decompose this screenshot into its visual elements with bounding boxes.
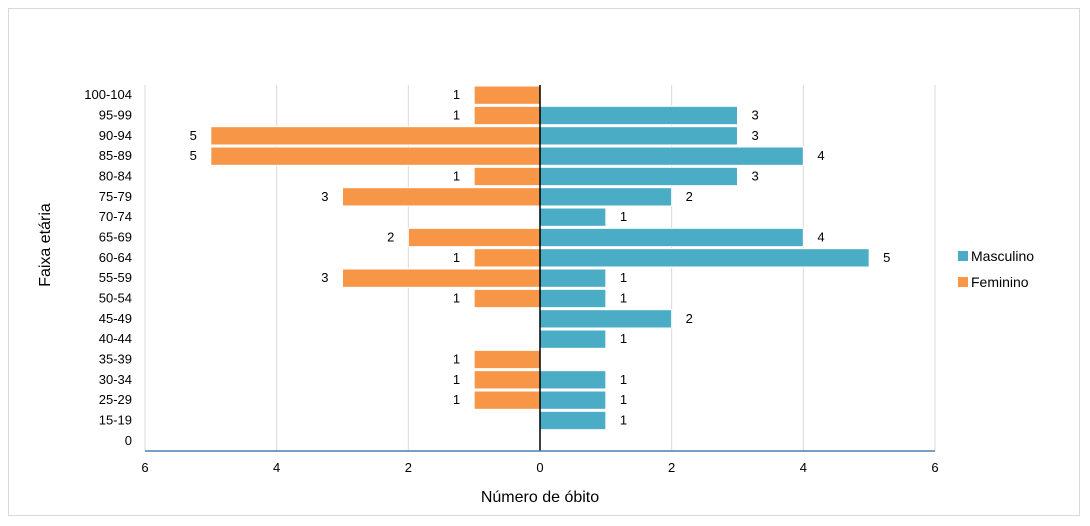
y-tick-label: 80-84 bbox=[99, 169, 132, 184]
y-tick-label: 50-54 bbox=[99, 291, 132, 306]
y-tick-label: 35-39 bbox=[99, 352, 132, 367]
data-labels: 1 1 1 1 1 1 1 2 1 1 1 3 5 1 4 2 1 2 3 3 1 4 5 3 5 3 1 1 bbox=[190, 87, 891, 427]
data-label-feminino-65-69: 2 bbox=[387, 230, 394, 245]
bar-feminino-100-104 bbox=[473, 85, 541, 105]
bar-masculino-80-84 bbox=[539, 166, 738, 187]
bar-masculino-45-49 bbox=[539, 309, 673, 329]
data-label-feminino-60-64: 1 bbox=[453, 250, 460, 265]
gridlines bbox=[144, 85, 936, 451]
data-label-feminino-25-29: 1 bbox=[453, 392, 460, 407]
data-label-feminino-100-104: 1 bbox=[453, 87, 460, 102]
bar-masculino-65-69 bbox=[539, 227, 804, 248]
data-label-masculino-50-54: 1 bbox=[620, 291, 627, 306]
data-label-masculino-75-79: 2 bbox=[686, 189, 693, 204]
data-label-feminino-75-79: 3 bbox=[321, 189, 328, 204]
data-label-feminino-85-89: 5 bbox=[190, 148, 197, 163]
bar-masculino-90-94 bbox=[539, 126, 738, 146]
data-label-masculino-90-94: 3 bbox=[752, 128, 759, 143]
bar-masculino-40-44 bbox=[539, 329, 607, 349]
bar-masculino-60-64 bbox=[539, 248, 870, 268]
bar-masculino-95-99 bbox=[539, 105, 738, 126]
x-axis-title: Número de óbito bbox=[481, 489, 599, 506]
data-label-masculino-70-74: 1 bbox=[620, 209, 627, 224]
legend-swatch-feminino bbox=[958, 277, 968, 287]
x-tick-label: 6 bbox=[141, 460, 148, 475]
data-label-masculino-60-64: 5 bbox=[883, 250, 890, 265]
bar-masculino-85-89 bbox=[539, 146, 804, 166]
data-label-feminino-55-59: 3 bbox=[321, 270, 328, 285]
data-label-feminino-50-54: 1 bbox=[453, 291, 460, 306]
y-tick-label: 75-79 bbox=[99, 189, 132, 204]
y-tick-label: 65-69 bbox=[99, 230, 132, 245]
bar-masculino-75-79 bbox=[539, 187, 673, 207]
bar-feminino-65-69 bbox=[407, 227, 541, 248]
y-tick-label: 55-59 bbox=[99, 270, 132, 285]
y-tick-label: 100-104 bbox=[84, 87, 132, 102]
data-label-masculino-40-44: 1 bbox=[620, 331, 627, 346]
y-tick-label: 15-19 bbox=[99, 413, 132, 428]
data-label-masculino-30-34: 1 bbox=[620, 372, 627, 387]
y-tick-label: 95-99 bbox=[99, 108, 132, 123]
y-tick-label: 30-34 bbox=[99, 372, 132, 387]
y-axis-title: Faixa etária bbox=[37, 203, 54, 287]
x-tick-label: 6 bbox=[931, 460, 938, 475]
bar-masculino-70-74 bbox=[539, 207, 607, 227]
axes: 6 4 2 0 2 4 6015-1925-2930-3435-3940-4445-4950… bbox=[84, 85, 939, 475]
bar-masculino-55-59 bbox=[539, 268, 607, 288]
data-label-masculino-55-59: 1 bbox=[620, 270, 627, 285]
legend: Masculino Feminino bbox=[958, 248, 1034, 290]
y-tick-label: 85-89 bbox=[99, 148, 132, 163]
data-label-feminino-95-99: 1 bbox=[453, 108, 460, 123]
y-tick-label: 25-29 bbox=[99, 392, 132, 407]
data-label-masculino-80-84: 3 bbox=[752, 169, 759, 184]
y-tick-label: 0 bbox=[125, 433, 132, 448]
y-tick-label: 60-64 bbox=[99, 250, 132, 265]
legend-swatch-masculino bbox=[958, 251, 968, 261]
y-tick-label: 45-49 bbox=[99, 311, 132, 326]
data-label-masculino-25-29: 1 bbox=[620, 392, 627, 407]
x-tick-label: 2 bbox=[668, 460, 675, 475]
bar-feminino-60-64 bbox=[473, 248, 541, 268]
data-label-masculino-15-19: 1 bbox=[620, 413, 627, 428]
bar-feminino-50-54 bbox=[473, 288, 541, 309]
x-tick-label: 4 bbox=[800, 460, 807, 475]
bar-masculino-50-54 bbox=[539, 288, 607, 309]
bar-feminino-85-89 bbox=[210, 146, 541, 166]
x-tick-label: 0 bbox=[536, 460, 543, 475]
data-label-feminino-90-94: 5 bbox=[190, 128, 197, 143]
bar-feminino-80-84 bbox=[473, 166, 541, 187]
bar-feminino-75-79 bbox=[342, 187, 541, 207]
bar-feminino-55-59 bbox=[342, 268, 541, 288]
bar-feminino-30-34 bbox=[473, 370, 541, 390]
x-tick-label: 2 bbox=[405, 460, 412, 475]
bar-feminino-25-29 bbox=[473, 390, 541, 410]
x-tick-label: 4 bbox=[273, 460, 280, 475]
bar-feminino-90-94 bbox=[210, 126, 541, 146]
y-tick-label: 40-44 bbox=[99, 331, 132, 346]
y-tick-label: 90-94 bbox=[99, 128, 132, 143]
bar-masculino-15-19 bbox=[539, 410, 607, 431]
legend-label-masculino: Masculino bbox=[971, 248, 1034, 264]
bars bbox=[210, 85, 870, 431]
data-label-masculino-65-69: 4 bbox=[817, 230, 824, 245]
bar-masculino-25-29 bbox=[539, 390, 607, 410]
bar-masculino-30-34 bbox=[539, 370, 607, 390]
bar-feminino-95-99 bbox=[473, 105, 541, 126]
data-label-masculino-45-49: 2 bbox=[686, 311, 693, 326]
bar-feminino-35-39 bbox=[473, 349, 541, 370]
data-label-masculino-85-89: 4 bbox=[817, 148, 824, 163]
data-label-feminino-30-34: 1 bbox=[453, 372, 460, 387]
data-label-feminino-80-84: 1 bbox=[453, 169, 460, 184]
legend-label-feminino: Feminino bbox=[971, 274, 1029, 290]
data-label-feminino-35-39: 1 bbox=[453, 352, 460, 367]
y-tick-label: 70-74 bbox=[99, 209, 132, 224]
data-label-masculino-95-99: 3 bbox=[752, 108, 759, 123]
